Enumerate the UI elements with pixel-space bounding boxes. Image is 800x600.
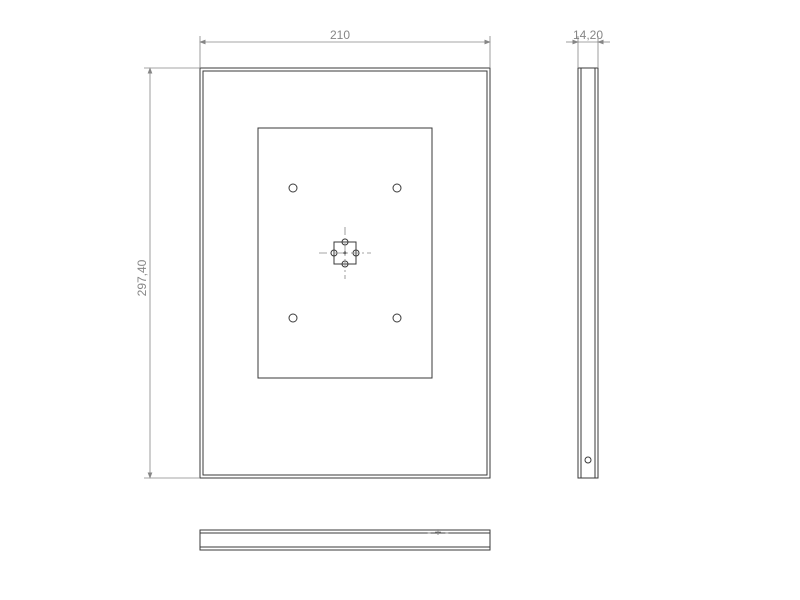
mount-hole	[289, 314, 297, 322]
dim-width: 210	[200, 28, 490, 68]
bottom-view: - + -	[200, 525, 490, 550]
dim-depth-label: 14,20	[573, 28, 603, 42]
dim-width-label: 210	[330, 28, 350, 42]
mount-hole	[393, 314, 401, 322]
front-view	[200, 68, 490, 478]
mount-hole	[289, 184, 297, 192]
side-hole	[585, 457, 591, 463]
dim-height-label: 297,40	[135, 259, 149, 296]
mount-hole	[393, 184, 401, 192]
technical-drawing: - + - 210 297,40 14,20	[0, 0, 800, 600]
dim-depth: 14,20	[566, 28, 610, 68]
dim-height: 297,40	[135, 68, 200, 478]
bottom-mark: - + -	[427, 525, 449, 539]
side-view	[578, 68, 598, 478]
center-feature	[319, 227, 371, 279]
